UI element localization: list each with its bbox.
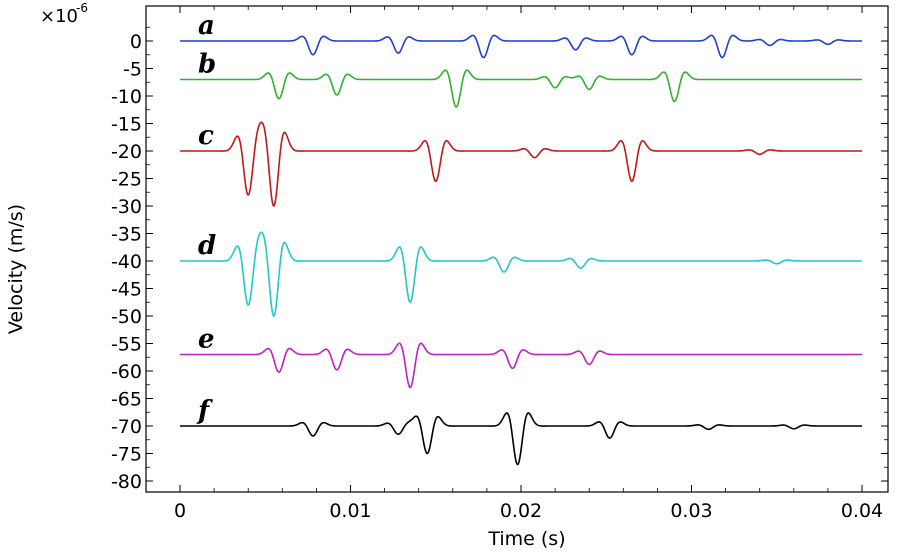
y-tick-label: 0	[130, 31, 142, 53]
y-multiplier-exponent: -6	[76, 1, 88, 15]
series-labels-layer: ab c d e f	[196, 11, 216, 426]
traces-layer	[179, 34, 863, 466]
y-tick-label: -65	[111, 389, 142, 411]
x-tick-label: 0.03	[670, 500, 712, 522]
x-tick-label: 0	[174, 500, 186, 522]
y-tick-label: -5	[123, 59, 142, 81]
series-label-c: c	[198, 121, 214, 151]
series-line-c	[179, 121, 863, 207]
y-tick-label: -10	[111, 86, 142, 108]
series-label-f: f	[196, 396, 213, 426]
x-tick-label: 0.01	[329, 500, 371, 522]
plot-area-frame	[145, 5, 889, 493]
series-label-e: e	[198, 325, 215, 355]
y-multiplier-base: ×10	[40, 6, 78, 27]
y-tick-label: -50	[111, 306, 142, 328]
series-line-d	[179, 231, 863, 317]
y-tick-label: -15	[111, 114, 142, 136]
x-axis: 0 0.01 0.02 0.03 0.04	[174, 6, 883, 522]
y-tick-label: -70	[111, 416, 142, 438]
y-tick-label: -55	[111, 334, 142, 356]
x-tick-label: 0.04	[841, 500, 883, 522]
series-line-b	[179, 69, 863, 108]
series-line-e	[179, 342, 863, 389]
series-line-a	[179, 34, 863, 59]
y-tick-label: -20	[111, 141, 142, 163]
y-tick-label: -75	[111, 444, 142, 466]
y-tick-label: -30	[111, 196, 142, 218]
y-tick-label: -35	[111, 224, 142, 246]
y-tick-label: -40	[111, 251, 142, 273]
series-line-f	[179, 412, 863, 466]
y-tick-label: -45	[111, 279, 142, 301]
y-tick-label: -60	[111, 361, 142, 383]
y-tick-label: -25	[111, 169, 142, 191]
y-axis-label: Velocity (m/s)	[5, 204, 27, 334]
series-label-d: d	[198, 231, 216, 261]
series-label-b: b	[198, 50, 216, 80]
y-axis: 0 -5 -10 -15 -20 -25 -30 -35 -40 -45 -50 -55 -60 -65 -…	[111, 26, 888, 493]
y-tick-label: -80	[111, 471, 142, 493]
x-axis-label: Time (s)	[487, 528, 565, 550]
x-tick-label: 0.02	[500, 500, 542, 522]
series-label-a: a	[198, 11, 215, 41]
